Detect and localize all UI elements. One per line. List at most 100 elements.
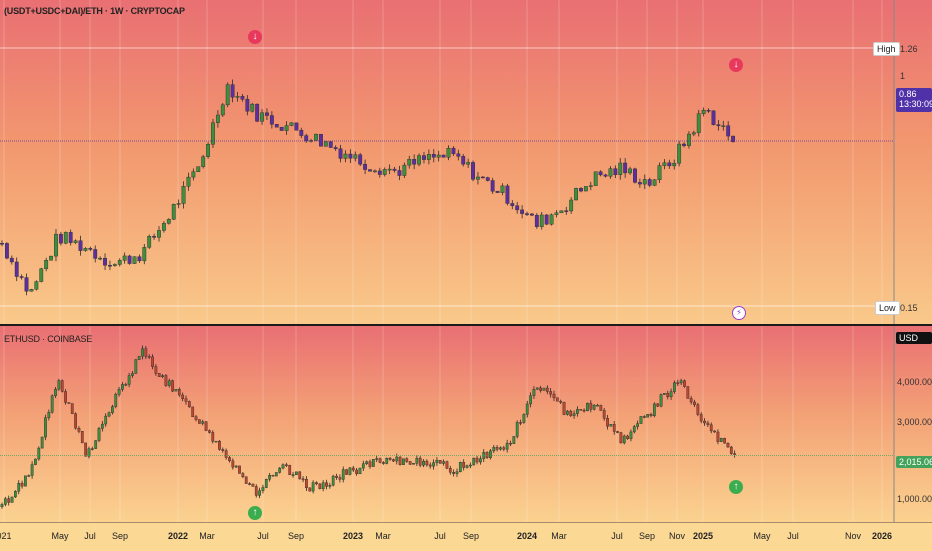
candle-body bbox=[534, 215, 539, 227]
candle-body bbox=[490, 180, 495, 192]
candle-body bbox=[701, 109, 706, 114]
candle-body bbox=[104, 415, 108, 425]
candle-body bbox=[436, 154, 441, 158]
candle-body bbox=[184, 398, 188, 402]
time-label: 2024 bbox=[516, 531, 538, 541]
candle-body bbox=[418, 457, 422, 466]
candle-body bbox=[122, 255, 127, 261]
candle-body bbox=[171, 204, 176, 220]
candle-body bbox=[574, 188, 578, 201]
candle-body bbox=[201, 156, 206, 167]
candle-body bbox=[446, 147, 451, 158]
candle-body bbox=[171, 380, 174, 392]
time-label: Jul bbox=[257, 531, 269, 541]
candle-body bbox=[127, 375, 131, 385]
candle-body bbox=[40, 436, 44, 449]
candle-body bbox=[338, 477, 342, 480]
candle-body bbox=[552, 393, 556, 398]
candle-body bbox=[3, 498, 7, 505]
arrow-down-icon[interactable]: ↓ bbox=[729, 58, 743, 72]
candle-body bbox=[254, 486, 258, 496]
time-label: May bbox=[753, 531, 771, 541]
candle-body bbox=[24, 277, 29, 292]
candle-body bbox=[628, 168, 632, 174]
candle-body bbox=[191, 406, 195, 417]
candle-body bbox=[114, 394, 118, 407]
candle-body bbox=[355, 469, 358, 475]
candle-body bbox=[141, 348, 144, 357]
top-chart-title: (USDT+USDC+DAI)/ETH · 1W · CRYPTOCAP bbox=[4, 6, 185, 16]
candle-body bbox=[142, 247, 147, 262]
time-axis[interactable] bbox=[0, 522, 932, 551]
candle-body bbox=[73, 240, 78, 243]
candle-body bbox=[392, 459, 395, 462]
top-chart-pane[interactable]: (USDT+USDC+DAI)/ETH · 1W · CRYPTOCAP Hig… bbox=[0, 0, 932, 324]
candle-body bbox=[586, 402, 589, 411]
time-label: Sep bbox=[287, 531, 305, 541]
time-label: Sep bbox=[462, 531, 480, 541]
candle-body bbox=[328, 484, 332, 487]
candle-body bbox=[397, 170, 402, 176]
bottom-chart-pane[interactable]: ETHUSD · COINBASE USD 4,000.00 3,000.00 … bbox=[0, 326, 932, 522]
candle-body bbox=[392, 168, 397, 171]
candle-body bbox=[17, 482, 21, 492]
candle-body bbox=[304, 135, 309, 142]
candle-body bbox=[288, 464, 292, 475]
candle-body bbox=[639, 416, 643, 424]
candle-body bbox=[0, 504, 4, 507]
currency-badge[interactable]: USD bbox=[896, 332, 932, 344]
candle-body bbox=[539, 387, 542, 391]
time-label: Jul bbox=[84, 531, 96, 541]
arrow-down-icon[interactable]: ↓ bbox=[248, 30, 262, 44]
candle-body bbox=[382, 169, 387, 175]
arrow-up-icon[interactable]: ↑ bbox=[248, 506, 262, 520]
top-chart-svg[interactable] bbox=[0, 0, 932, 324]
candle-body bbox=[441, 154, 446, 158]
bottom-chart-svg[interactable] bbox=[0, 326, 932, 522]
candle-body bbox=[294, 122, 299, 131]
candle-body bbox=[353, 154, 358, 159]
candle-body bbox=[274, 124, 279, 128]
candle-body bbox=[162, 223, 166, 231]
candle-body bbox=[555, 397, 559, 402]
candle-body bbox=[602, 410, 606, 419]
candle-body bbox=[689, 398, 693, 403]
candle-body bbox=[97, 428, 101, 441]
candle-body bbox=[606, 418, 609, 427]
candle-body bbox=[485, 177, 490, 181]
candle-body bbox=[564, 210, 569, 212]
candle-body bbox=[676, 382, 680, 384]
pane-divider[interactable] bbox=[0, 324, 932, 326]
candle-body bbox=[358, 154, 363, 165]
candle-body bbox=[343, 153, 348, 159]
candle-body bbox=[432, 462, 435, 467]
candle-body bbox=[215, 114, 220, 123]
candle-body bbox=[218, 440, 221, 450]
candle-body bbox=[321, 482, 325, 489]
candle-body bbox=[152, 236, 157, 238]
candle-body bbox=[84, 442, 88, 457]
candle-body bbox=[691, 132, 696, 135]
candle-body bbox=[144, 348, 148, 357]
candle-body bbox=[147, 356, 151, 358]
candle-body bbox=[629, 431, 633, 439]
candle-body bbox=[549, 391, 553, 395]
candle-body bbox=[662, 162, 667, 166]
candle-body bbox=[228, 457, 231, 462]
candle-body bbox=[147, 236, 152, 248]
candle-body bbox=[289, 122, 294, 126]
candle-body bbox=[278, 467, 282, 473]
candle-body bbox=[412, 463, 415, 465]
candle-body bbox=[47, 411, 51, 418]
lightning-icon[interactable]: ⚡ bbox=[732, 306, 746, 320]
candle-body bbox=[14, 491, 17, 498]
candle-body bbox=[395, 456, 399, 462]
candle-body bbox=[492, 447, 496, 452]
candle-body bbox=[382, 462, 385, 464]
candle-body bbox=[656, 403, 660, 407]
candle-countdown: 13:30:09 bbox=[899, 99, 932, 109]
candle-body bbox=[559, 401, 563, 403]
high-value: 1.26 bbox=[900, 44, 918, 54]
arrow-up-icon[interactable]: ↑ bbox=[729, 480, 743, 494]
time-label: 2025 bbox=[692, 531, 714, 541]
